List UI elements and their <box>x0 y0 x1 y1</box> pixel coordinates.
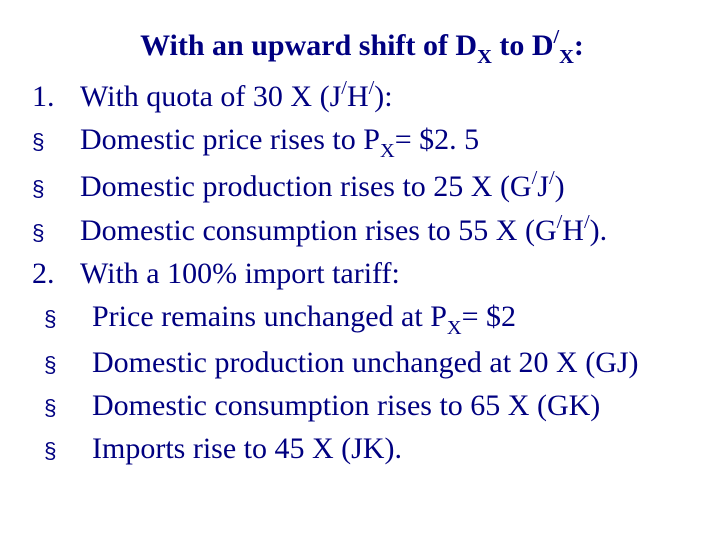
slide-title: With an upward shift of DX to D/X: <box>32 24 692 71</box>
list-text: Domestic consumption rises to 65 X (GK) <box>92 385 692 428</box>
list-text: Domestic production unchanged at 20 X (G… <box>92 342 692 385</box>
bullet-icon: § <box>32 119 80 162</box>
title-sub: X <box>559 46 574 68</box>
list-item: § Domestic price rises to PX= $2. 5 <box>32 119 692 165</box>
list-text: With a 100% import tariff: <box>80 253 692 296</box>
list-text: Domestic price rises to PX= $2. 5 <box>80 119 692 165</box>
title-part: to D <box>492 29 554 62</box>
slide: With an upward shift of DX to D/X: 1. Wi… <box>0 0 720 495</box>
list-text: Imports rise to 45 X (JK). <box>92 428 692 471</box>
title-sub: X <box>477 46 492 68</box>
list-item: § Domestic consumption rises to 55 X (G/… <box>32 209 692 253</box>
list-item: § Imports rise to 45 X (JK). <box>32 428 692 471</box>
bullet-icon: § <box>32 210 80 253</box>
list-item: § Domestic production unchanged at 20 X … <box>32 342 692 385</box>
list-marker: 1. <box>32 76 80 119</box>
list-item: § Domestic consumption rises to 65 X (GK… <box>32 385 692 428</box>
bullet-icon: § <box>32 296 92 339</box>
list-item: § Domestic production rises to 25 X (G/J… <box>32 165 692 209</box>
list-item: 1. With quota of 30 X (J/H/): <box>32 75 692 119</box>
list-text: With quota of 30 X (J/H/): <box>80 75 692 119</box>
list-item: 2. With a 100% import tariff: <box>32 253 692 296</box>
title-part: With an upward shift of D <box>140 29 477 62</box>
title-part: : <box>574 29 584 62</box>
bullet-icon: § <box>32 342 92 385</box>
bullet-icon: § <box>32 166 80 209</box>
list-item: § Price remains unchanged at PX= $2 <box>32 296 692 342</box>
bullet-icon: § <box>32 385 92 428</box>
title-sup: / <box>554 26 560 48</box>
list-text: Price remains unchanged at PX= $2 <box>92 296 692 342</box>
bullet-icon: § <box>32 428 92 471</box>
list-marker: 2. <box>32 253 80 296</box>
list-text: Domestic consumption rises to 55 X (G/H/… <box>80 209 692 253</box>
list-text: Domestic production rises to 25 X (G/J/) <box>80 165 692 209</box>
